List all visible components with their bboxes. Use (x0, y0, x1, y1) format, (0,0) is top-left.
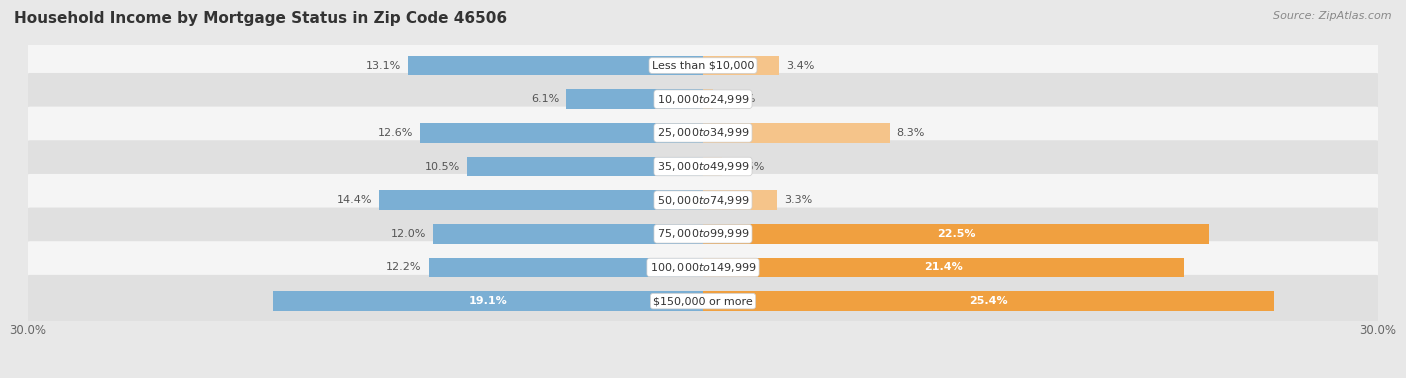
Text: 12.6%: 12.6% (377, 128, 413, 138)
Bar (433, 224, 703, 243)
Bar (703, 90, 713, 109)
Text: $50,000 to $74,999: $50,000 to $74,999 (657, 194, 749, 207)
Text: 0.46%: 0.46% (720, 94, 755, 104)
Bar (703, 123, 890, 143)
Text: $25,000 to $34,999: $25,000 to $34,999 (657, 126, 749, 139)
Bar (419, 123, 703, 143)
FancyBboxPatch shape (24, 174, 1382, 226)
Text: $150,000 or more: $150,000 or more (654, 296, 752, 306)
FancyBboxPatch shape (24, 107, 1382, 159)
FancyBboxPatch shape (25, 175, 1382, 226)
Text: Source: ZipAtlas.com: Source: ZipAtlas.com (1274, 11, 1392, 21)
FancyBboxPatch shape (25, 208, 1382, 259)
Bar (703, 157, 723, 176)
Bar (703, 56, 779, 75)
Text: 0.86%: 0.86% (730, 161, 765, 172)
Text: 25.4%: 25.4% (969, 296, 1008, 306)
FancyBboxPatch shape (25, 242, 1382, 293)
Text: 13.1%: 13.1% (367, 60, 402, 71)
Text: 22.5%: 22.5% (936, 229, 976, 239)
FancyBboxPatch shape (25, 141, 1382, 192)
Text: $100,000 to $149,999: $100,000 to $149,999 (650, 261, 756, 274)
FancyBboxPatch shape (24, 241, 1382, 294)
Text: $75,000 to $99,999: $75,000 to $99,999 (657, 227, 749, 240)
Text: Household Income by Mortgage Status in Zip Code 46506: Household Income by Mortgage Status in Z… (14, 11, 508, 26)
FancyBboxPatch shape (24, 208, 1382, 260)
Bar (467, 157, 703, 176)
Text: 10.5%: 10.5% (425, 161, 460, 172)
Text: 12.2%: 12.2% (387, 262, 422, 273)
FancyBboxPatch shape (24, 140, 1382, 193)
Bar (273, 291, 703, 311)
Text: 3.4%: 3.4% (786, 60, 814, 71)
Text: 19.1%: 19.1% (468, 296, 508, 306)
Text: 3.3%: 3.3% (785, 195, 813, 205)
FancyBboxPatch shape (24, 73, 1382, 125)
Bar (408, 56, 703, 75)
Text: 6.1%: 6.1% (531, 94, 560, 104)
Bar (703, 291, 1274, 311)
Bar (703, 224, 1209, 243)
FancyBboxPatch shape (25, 40, 1382, 91)
Bar (429, 258, 703, 277)
Text: $35,000 to $49,999: $35,000 to $49,999 (657, 160, 749, 173)
Bar (703, 258, 1184, 277)
FancyBboxPatch shape (25, 107, 1382, 158)
Text: 12.0%: 12.0% (391, 229, 426, 239)
Bar (565, 90, 703, 109)
Text: 21.4%: 21.4% (924, 262, 963, 273)
Text: 8.3%: 8.3% (897, 128, 925, 138)
FancyBboxPatch shape (24, 275, 1382, 327)
Text: 14.4%: 14.4% (337, 195, 373, 205)
Bar (380, 191, 703, 210)
FancyBboxPatch shape (25, 276, 1382, 327)
FancyBboxPatch shape (24, 39, 1382, 92)
Text: Less than $10,000: Less than $10,000 (652, 60, 754, 71)
FancyBboxPatch shape (25, 74, 1382, 125)
Text: $10,000 to $24,999: $10,000 to $24,999 (657, 93, 749, 106)
Bar (703, 191, 778, 210)
